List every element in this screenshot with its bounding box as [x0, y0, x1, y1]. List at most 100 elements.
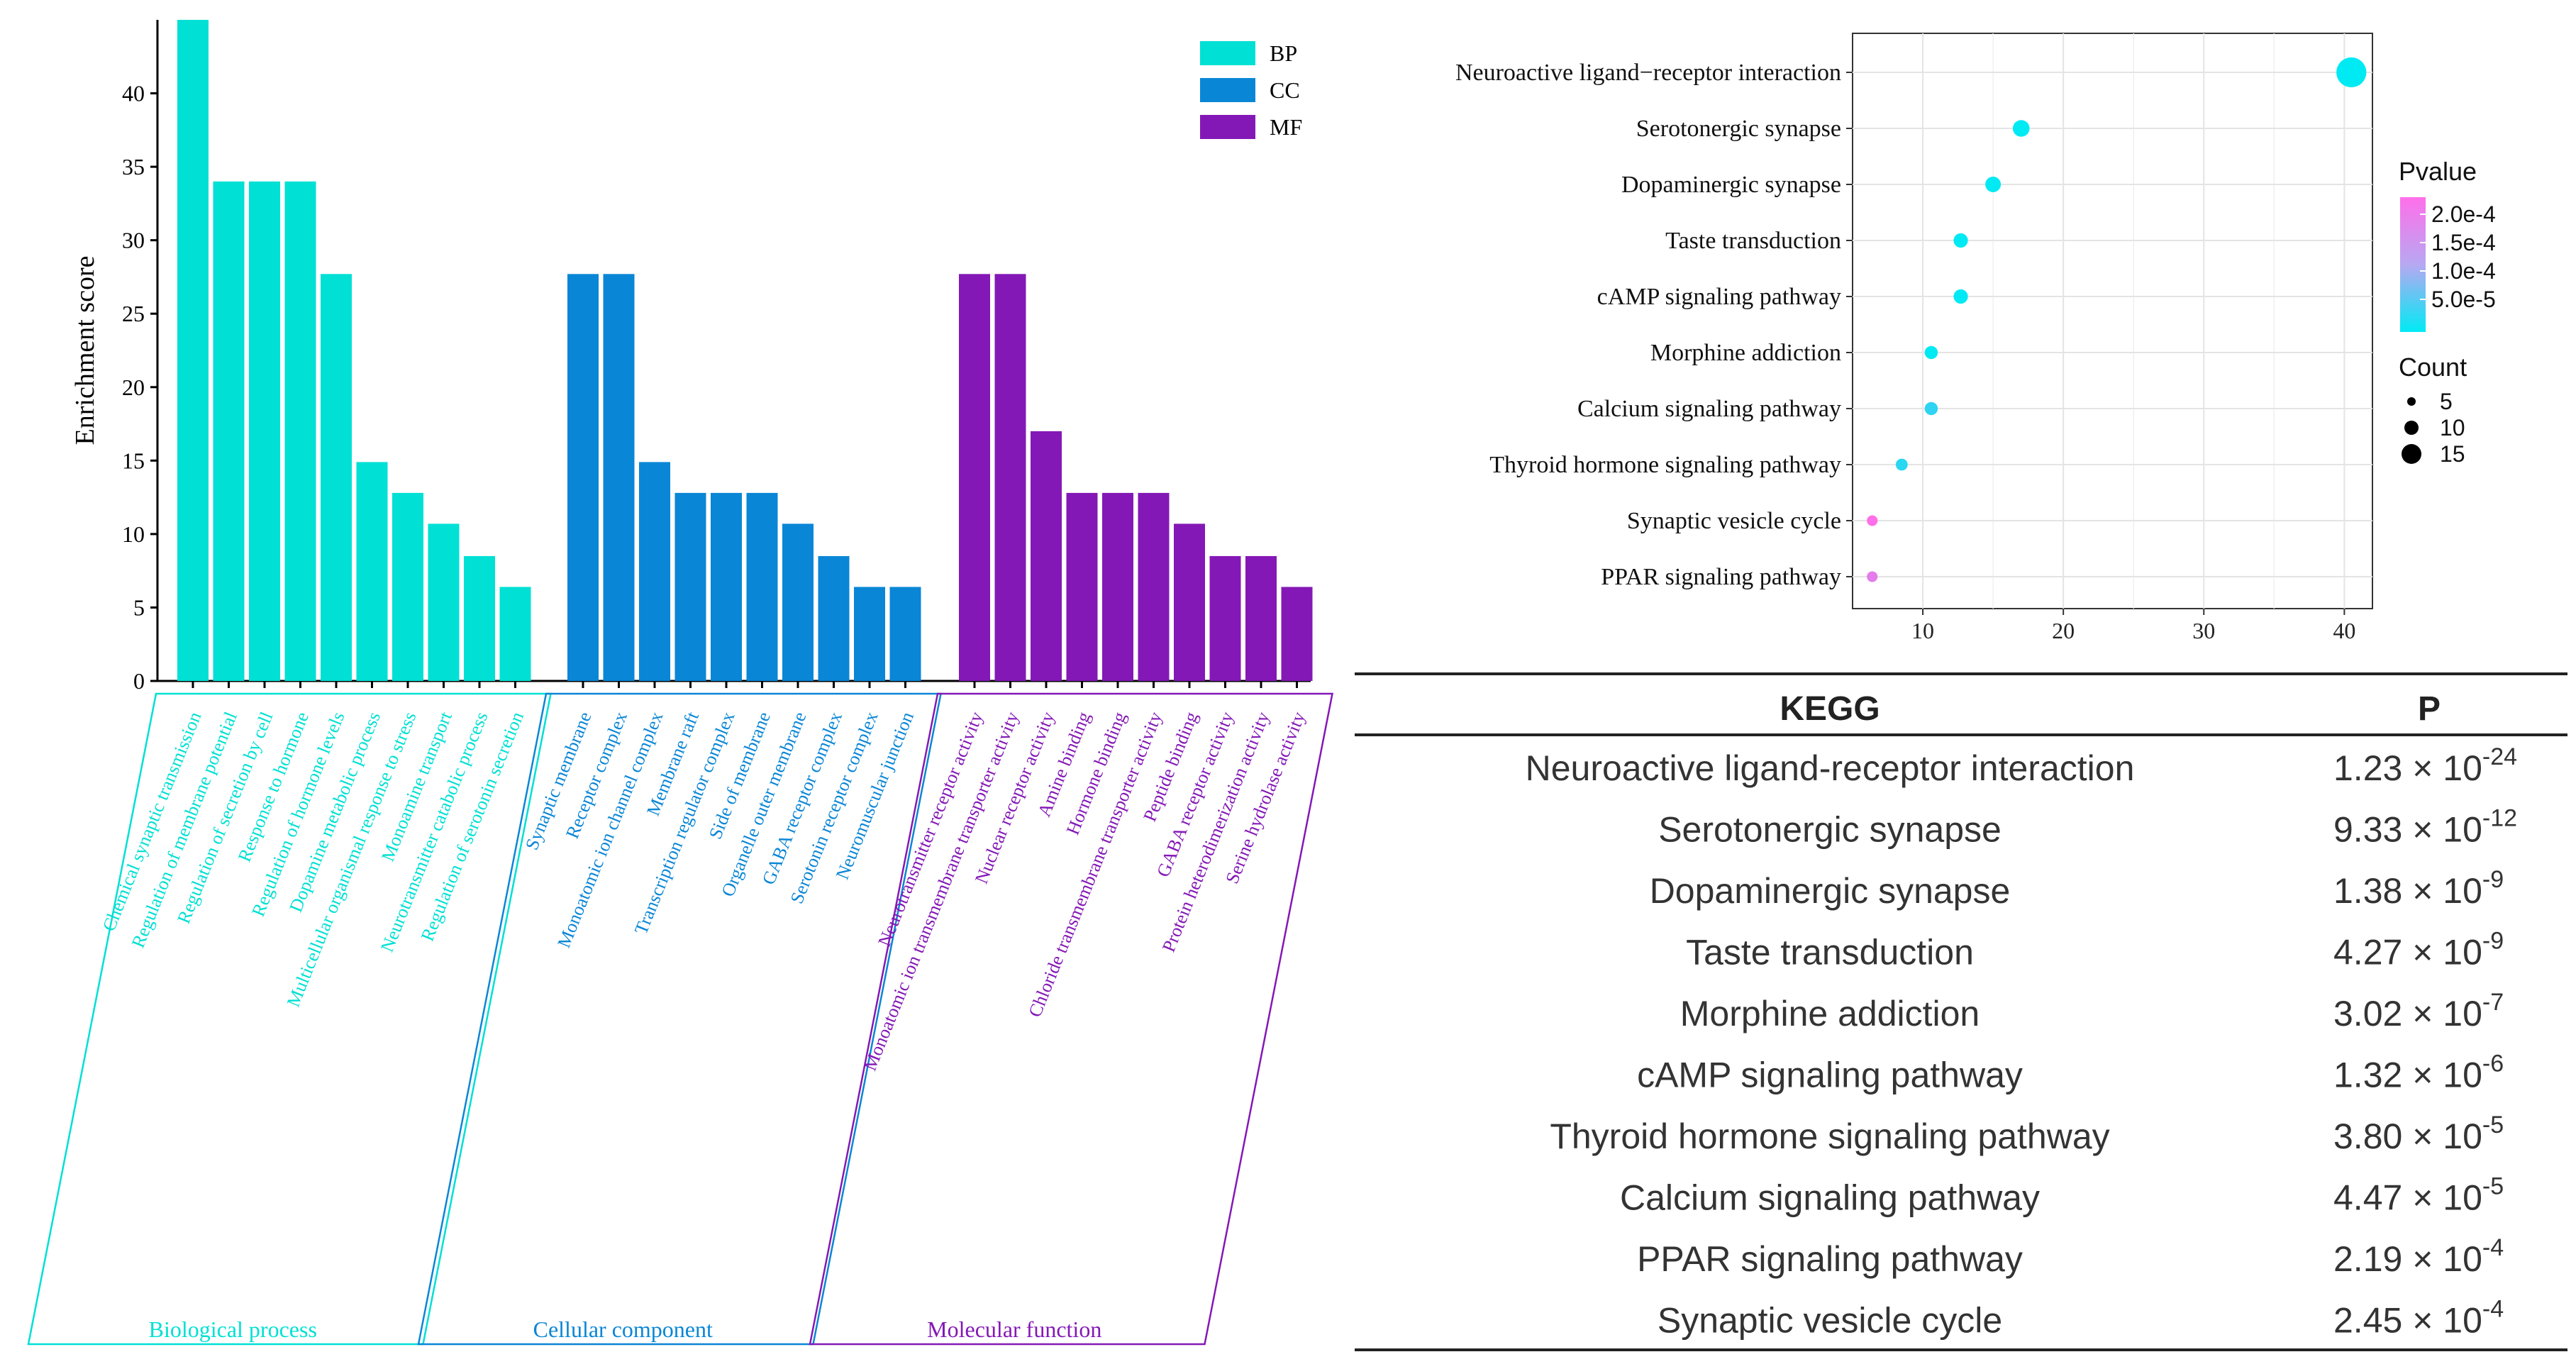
bubble-point: [2012, 120, 2030, 137]
table-cell-kegg: Synaptic vesicle cycle: [1658, 1301, 2002, 1341]
y-tick-label: Synaptic vesicle cycle: [1627, 508, 1841, 534]
legend-swatch-cc: [1200, 78, 1255, 102]
bar-cc: [746, 492, 778, 681]
legend-pvalue-label: 1.0e-4: [2431, 258, 2496, 284]
group-label-mf: Molecular function: [927, 1317, 1101, 1342]
legend-count-title: Count: [2399, 353, 2467, 382]
table-cell-kegg: PPAR signaling pathway: [1637, 1239, 2023, 1279]
y-tick-label: Dopaminergic synapse: [1621, 172, 1841, 198]
legend-pvalue-label: 5.0e-5: [2431, 287, 2496, 312]
legend-label-mf: MF: [1270, 114, 1302, 140]
bar-bp: [177, 20, 209, 681]
y-tick-label: 35: [122, 154, 145, 179]
bar-cc: [639, 462, 670, 681]
legend-count-label: 15: [2440, 441, 2465, 467]
bubble-point: [1895, 458, 1908, 471]
p-exponent: -12: [2482, 805, 2517, 832]
p-exponent: -9: [2482, 866, 2504, 893]
bar-mf: [1102, 492, 1133, 681]
y-tick-label: 15: [122, 448, 145, 473]
p-exponent: -6: [2482, 1051, 2504, 1077]
table-cell-kegg: Dopaminergic synapse: [1650, 871, 2011, 911]
bubble-point: [2336, 57, 2367, 88]
table-cell-kegg: Calcium signaling pathway: [1620, 1178, 2040, 1218]
p-mantissa: 9.33 × 10: [2333, 810, 2482, 850]
bar-bp: [249, 181, 280, 682]
bar-bp: [321, 274, 352, 681]
table-cell-p: 9.33 × 10-12: [2333, 805, 2517, 850]
bar-mf: [959, 274, 990, 681]
p-exponent: -5: [2482, 1112, 2504, 1138]
p-mantissa: 3.80 × 10: [2333, 1116, 2482, 1156]
y-tick-label: Morphine addiction: [1650, 340, 1841, 366]
y-tick-label: Taste transduction: [1665, 228, 1841, 254]
legend-count-dot: [2402, 444, 2421, 464]
y-tick-label: PPAR signaling pathway: [1601, 564, 1841, 590]
bar-bp: [284, 181, 316, 682]
table-header-kegg: KEGG: [1780, 690, 1880, 728]
table-header-p: P: [2418, 690, 2441, 728]
y-tick-label: Neuroactive ligand−receptor interaction: [1455, 60, 1841, 86]
y-tick-label: 25: [122, 301, 145, 326]
bar-cc: [674, 492, 706, 681]
table-cell-p: 4.47 × 10-5: [2333, 1173, 2504, 1218]
bar-bp: [464, 555, 495, 681]
y-tick-label: 30: [122, 228, 145, 253]
plot-panel: [1852, 33, 2373, 609]
y-tick-label: cAMP signaling pathway: [1597, 284, 1841, 310]
bar-mf: [1209, 555, 1241, 681]
bubble-point: [1953, 233, 1968, 248]
p-mantissa: 3.02 × 10: [2333, 994, 2482, 1033]
table-cell-kegg: Thyroid hormone signaling pathway: [1550, 1116, 2109, 1156]
bar-bp: [499, 587, 531, 681]
p-exponent: -7: [2482, 989, 2504, 1016]
legend-pvalue-label: 1.5e-4: [2431, 230, 2496, 255]
table-cell-p: 2.19 × 10-4: [2333, 1234, 2504, 1279]
p-mantissa: 1.38 × 10: [2333, 871, 2482, 911]
bar-cc: [782, 523, 814, 681]
p-exponent: -24: [2482, 743, 2517, 770]
y-tick-label: 0: [133, 668, 145, 694]
bar-mf: [1138, 492, 1170, 681]
p-exponent: -4: [2482, 1296, 2504, 1323]
table-cell-p: 1.23 × 10-24: [2333, 743, 2517, 788]
table-cell-kegg: Taste transduction: [1686, 933, 1974, 972]
legend-pvalue-colorbar: [2400, 197, 2426, 332]
bar-mf: [1031, 431, 1062, 681]
bar-mf: [1174, 523, 1205, 681]
y-tick-label: 40: [122, 81, 145, 106]
group-label-cc: Cellular component: [533, 1317, 713, 1342]
bar-bp: [428, 523, 460, 681]
table-cell-p: 4.27 × 10-9: [2333, 928, 2504, 972]
table-cell-kegg: Serotonergic synapse: [1658, 810, 2002, 850]
table-cell-p: 3.80 × 10-5: [2333, 1112, 2504, 1156]
x-tick-label: 10: [1911, 618, 1934, 643]
table-cell-p: 1.38 × 10-9: [2333, 866, 2504, 911]
bar-cc: [854, 587, 885, 681]
y-tick-label: 10: [122, 521, 145, 547]
legend-swatch-mf: [1200, 115, 1255, 139]
group-label-bp: Biological process: [149, 1317, 317, 1342]
bar-bp: [356, 462, 388, 681]
bubble-point: [1867, 571, 1878, 582]
p-mantissa: 4.27 × 10: [2333, 933, 2482, 972]
bar-bp: [213, 181, 245, 682]
p-mantissa: 1.23 × 10: [2333, 748, 2482, 788]
table-cell-kegg: Neuroactive ligand-receptor interaction: [1526, 748, 2135, 788]
p-mantissa: 1.32 × 10: [2333, 1055, 2482, 1095]
y-tick-label: 5: [133, 594, 145, 620]
bar-cc: [603, 274, 635, 681]
p-mantissa: 4.47 × 10: [2333, 1178, 2482, 1218]
legend-count-label: 10: [2440, 415, 2465, 440]
legend-count-dot: [2404, 421, 2419, 435]
bubble-point: [1924, 345, 1938, 360]
y-tick-label: 20: [122, 375, 145, 400]
table-cell-kegg: cAMP signaling pathway: [1637, 1055, 2023, 1095]
p-exponent: -9: [2482, 928, 2504, 955]
p-mantissa: 2.45 × 10: [2333, 1301, 2482, 1341]
legend-label-bp: BP: [1270, 40, 1297, 66]
bar-mf: [1245, 555, 1277, 681]
bar-cc: [711, 492, 742, 681]
